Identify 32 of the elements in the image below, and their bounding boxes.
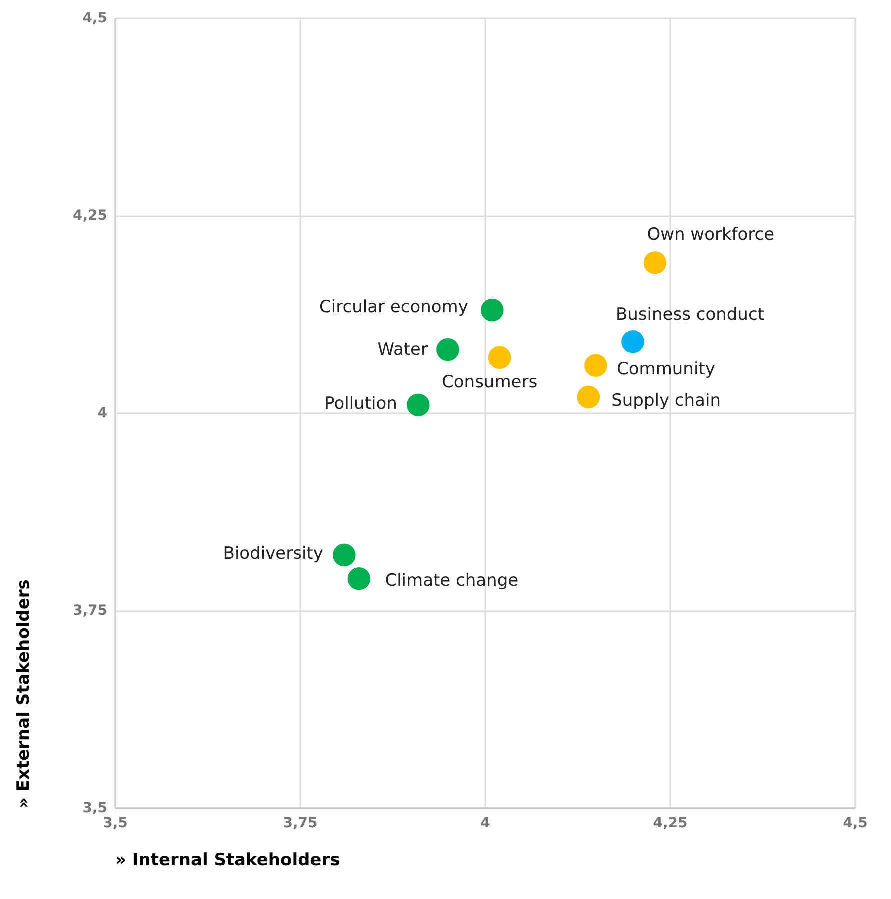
annotation: Climate change: [385, 570, 519, 591]
annotation: Consumers: [442, 372, 538, 393]
point: [436, 338, 460, 362]
point: [622, 330, 644, 354]
point: [348, 568, 371, 590]
annotation: Circular economy: [320, 297, 468, 318]
y-tick-label: 4,25: [72, 208, 108, 224]
annotation: Biodiversity: [223, 544, 324, 564]
annotation: Business conduct: [616, 304, 765, 325]
annotation: Water: [378, 340, 428, 360]
annotation: Supply chain: [612, 391, 721, 412]
point: [644, 252, 667, 274]
x-tick-label: 4,5: [843, 816, 868, 832]
x-axis-title: » Internal Stakeholders: [116, 850, 340, 870]
point: [481, 298, 504, 322]
y-tick-label: 4,5: [82, 10, 108, 26]
x-tick-label: 4: [480, 816, 491, 832]
y-tick-label: 3,5: [82, 800, 108, 816]
x-tick-label: 3,5: [103, 816, 128, 832]
annotation: Community: [617, 360, 716, 380]
point: [333, 544, 356, 567]
y-axis-title: » External Stakeholders: [14, 580, 34, 808]
y-tick-label: 4: [98, 406, 108, 422]
point: [488, 346, 512, 370]
point: [584, 354, 608, 377]
annotation: Pollution: [324, 394, 398, 414]
point: [577, 386, 600, 409]
x-tick-label: 3,75: [283, 816, 318, 832]
y-tick-label: 3,75: [72, 603, 108, 619]
x-tick-label: 4,25: [653, 816, 688, 832]
point: [407, 394, 430, 416]
annotation: Own workforce: [647, 224, 775, 245]
